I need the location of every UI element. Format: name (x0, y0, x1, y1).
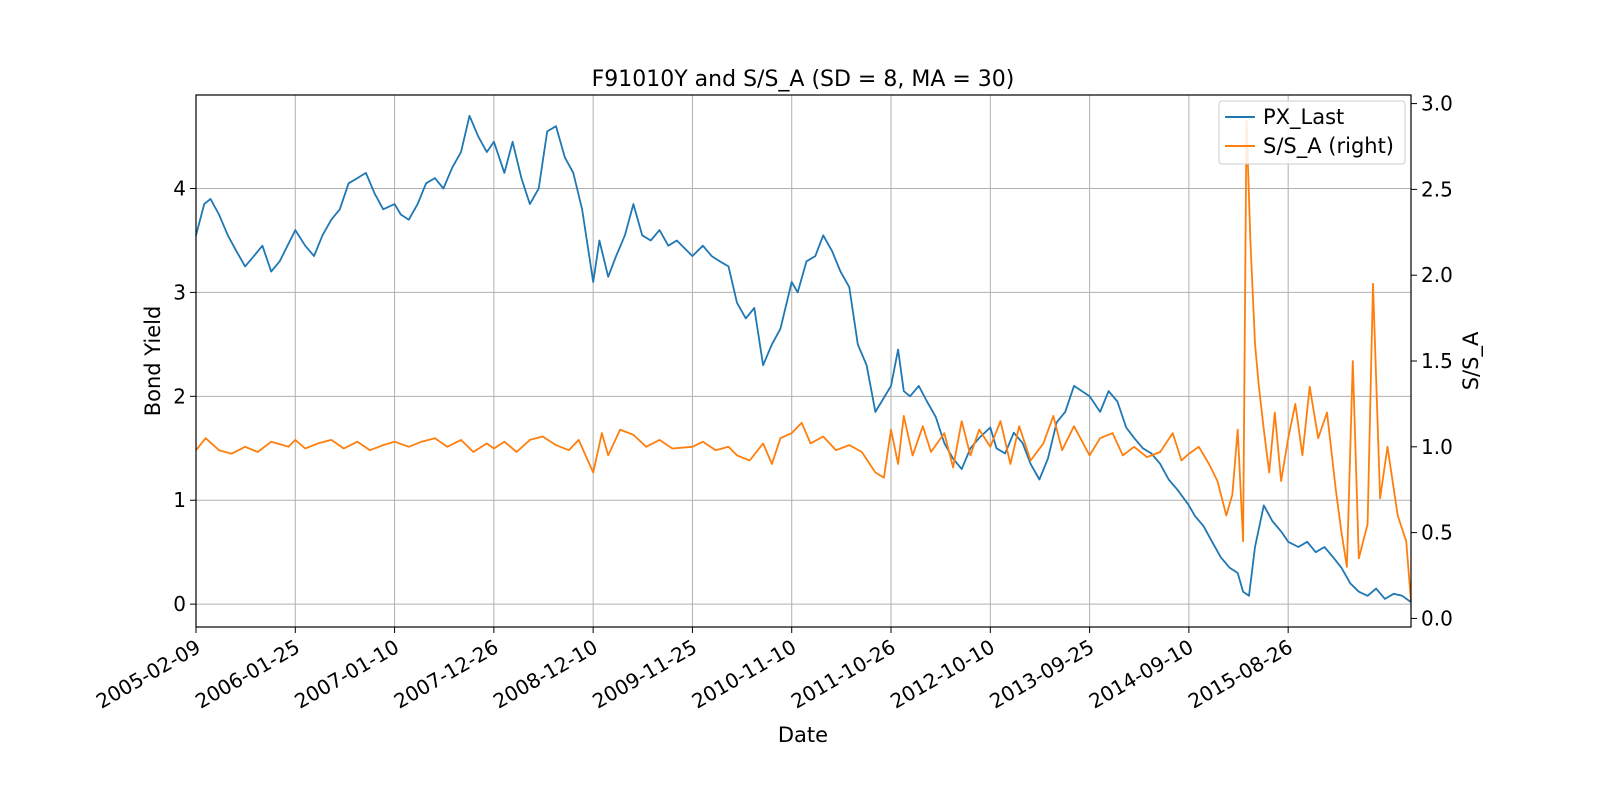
x-tick-label: 2011-10-26 (787, 635, 900, 714)
x-tick-label: 2007-01-10 (290, 635, 403, 714)
x-axis-title: Date (778, 723, 828, 747)
y2-tick-label: 0.5 (1421, 521, 1453, 545)
y2-tick-label: 1.5 (1421, 349, 1453, 373)
y2-tick-label: 3.0 (1421, 92, 1453, 116)
x-axis: 2005-02-092006-01-252007-01-102007-12-26… (92, 627, 1297, 713)
x-tick-label: 2009-11-25 (588, 635, 701, 714)
x-tick-label: 2006-01-25 (191, 635, 304, 714)
y-axis-title-left: Bond Yield (141, 306, 165, 417)
plot-area-frame (195, 94, 1412, 628)
grid-lines (195, 95, 1411, 627)
series-layer (195, 114, 1412, 603)
x-tick-label: 2015-08-26 (1184, 635, 1297, 714)
y-tick-label: 3 (173, 280, 186, 304)
x-tick-label: 2005-02-09 (92, 635, 205, 714)
y2-tick-label: 2.5 (1421, 177, 1453, 201)
legend-label-px-last: PX_Last (1263, 105, 1344, 130)
legend: PX_Last S/S_A (right) (1218, 100, 1406, 165)
y-tick-label: 4 (173, 177, 186, 201)
legend-label-ss-a: S/S_A (right) (1263, 134, 1394, 159)
y-tick-label: 0 (173, 592, 186, 616)
legend-box (1218, 100, 1406, 165)
chart-title: F91010Y and S/S_A (SD = 8, MA = 30) (592, 67, 1015, 92)
x-tick-label: 2014-09-10 (1085, 635, 1198, 714)
x-tick-label: 2012-10-10 (886, 635, 999, 714)
series-line-px-last (195, 114, 1412, 603)
y-axis-left: 0 1 2 3 4 (173, 177, 196, 616)
y2-tick-label: 1.0 (1421, 435, 1453, 459)
y-axis-title-right: S/S_A (1459, 331, 1484, 390)
series-line-ss-a (195, 119, 1412, 602)
x-tick-label: 2010-11-10 (688, 635, 801, 714)
y-axis-right: 0.0 0.5 1.0 1.5 2.0 2.5 3.0 (1411, 92, 1453, 630)
x-tick-label: 2013-09-25 (985, 635, 1098, 714)
y-tick-label: 2 (173, 384, 186, 408)
y-tick-label: 1 (173, 488, 186, 512)
y2-tick-label: 0.0 (1421, 606, 1453, 630)
y2-tick-label: 2.0 (1421, 263, 1453, 287)
x-tick-label: 2008-12-10 (489, 635, 602, 714)
x-tick-label: 2007-12-26 (390, 635, 503, 714)
